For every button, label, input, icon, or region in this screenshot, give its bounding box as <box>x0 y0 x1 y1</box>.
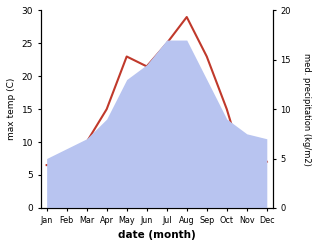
X-axis label: date (month): date (month) <box>118 230 196 240</box>
Y-axis label: med. precipitation (kg/m2): med. precipitation (kg/m2) <box>302 53 311 165</box>
Y-axis label: max temp (C): max temp (C) <box>7 78 16 140</box>
